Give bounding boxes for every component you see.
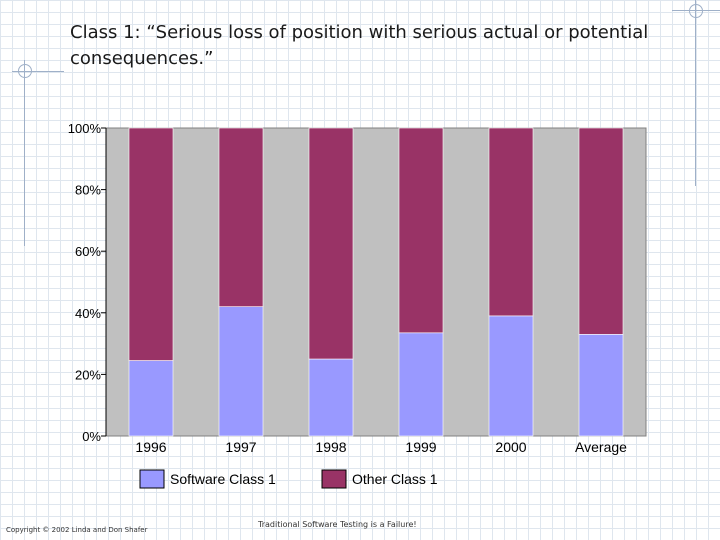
slide-title: Class 1: “Serious loss of position with …	[70, 22, 649, 69]
y-tick-label: 40%	[75, 306, 101, 321]
legend-label: Other Class 1	[352, 471, 438, 487]
decorative-line	[12, 71, 64, 72]
y-tick-label: 80%	[75, 183, 101, 198]
bar-other-class-1	[128, 127, 174, 361]
decorative-circle	[18, 64, 32, 78]
x-tick-label: 2000	[495, 439, 526, 455]
bar-software-class-1	[398, 332, 444, 437]
y-tick-label: 20%	[75, 367, 101, 382]
bar-other-class-1	[308, 127, 354, 360]
x-tick-label: Average	[575, 439, 627, 455]
legend-swatch	[321, 469, 347, 489]
bar-other-class-1	[218, 127, 264, 307]
bar-other-class-1	[578, 127, 624, 335]
decorative-line	[24, 60, 25, 246]
x-tick-label: 1996	[135, 439, 166, 455]
copyright-footer: Copyright © 2002 Linda and Don Shafer	[6, 526, 148, 534]
y-tick-label: 60%	[75, 244, 101, 259]
y-tick-label: 100%	[68, 121, 102, 136]
bar-software-class-1	[128, 360, 174, 437]
y-tick-label: 0%	[82, 429, 101, 444]
slide-footer-title: Traditional Software Testing is a Failur…	[258, 520, 417, 529]
decorative-circle	[689, 4, 703, 18]
legend-swatch	[139, 469, 165, 489]
decorative-line	[695, 0, 696, 186]
legend-label: Software Class 1	[170, 471, 276, 487]
bar-software-class-1	[308, 358, 354, 437]
x-tick-label: 1998	[315, 439, 346, 455]
bar-other-class-1	[398, 127, 444, 334]
x-tick-label: 1999	[405, 439, 436, 455]
bar-software-class-1	[488, 315, 534, 437]
bar-other-class-1	[488, 127, 534, 317]
plot-area	[105, 127, 647, 437]
x-tick-label: 1997	[225, 439, 256, 455]
bar-software-class-1	[578, 334, 624, 437]
bar-software-class-1	[218, 306, 264, 437]
